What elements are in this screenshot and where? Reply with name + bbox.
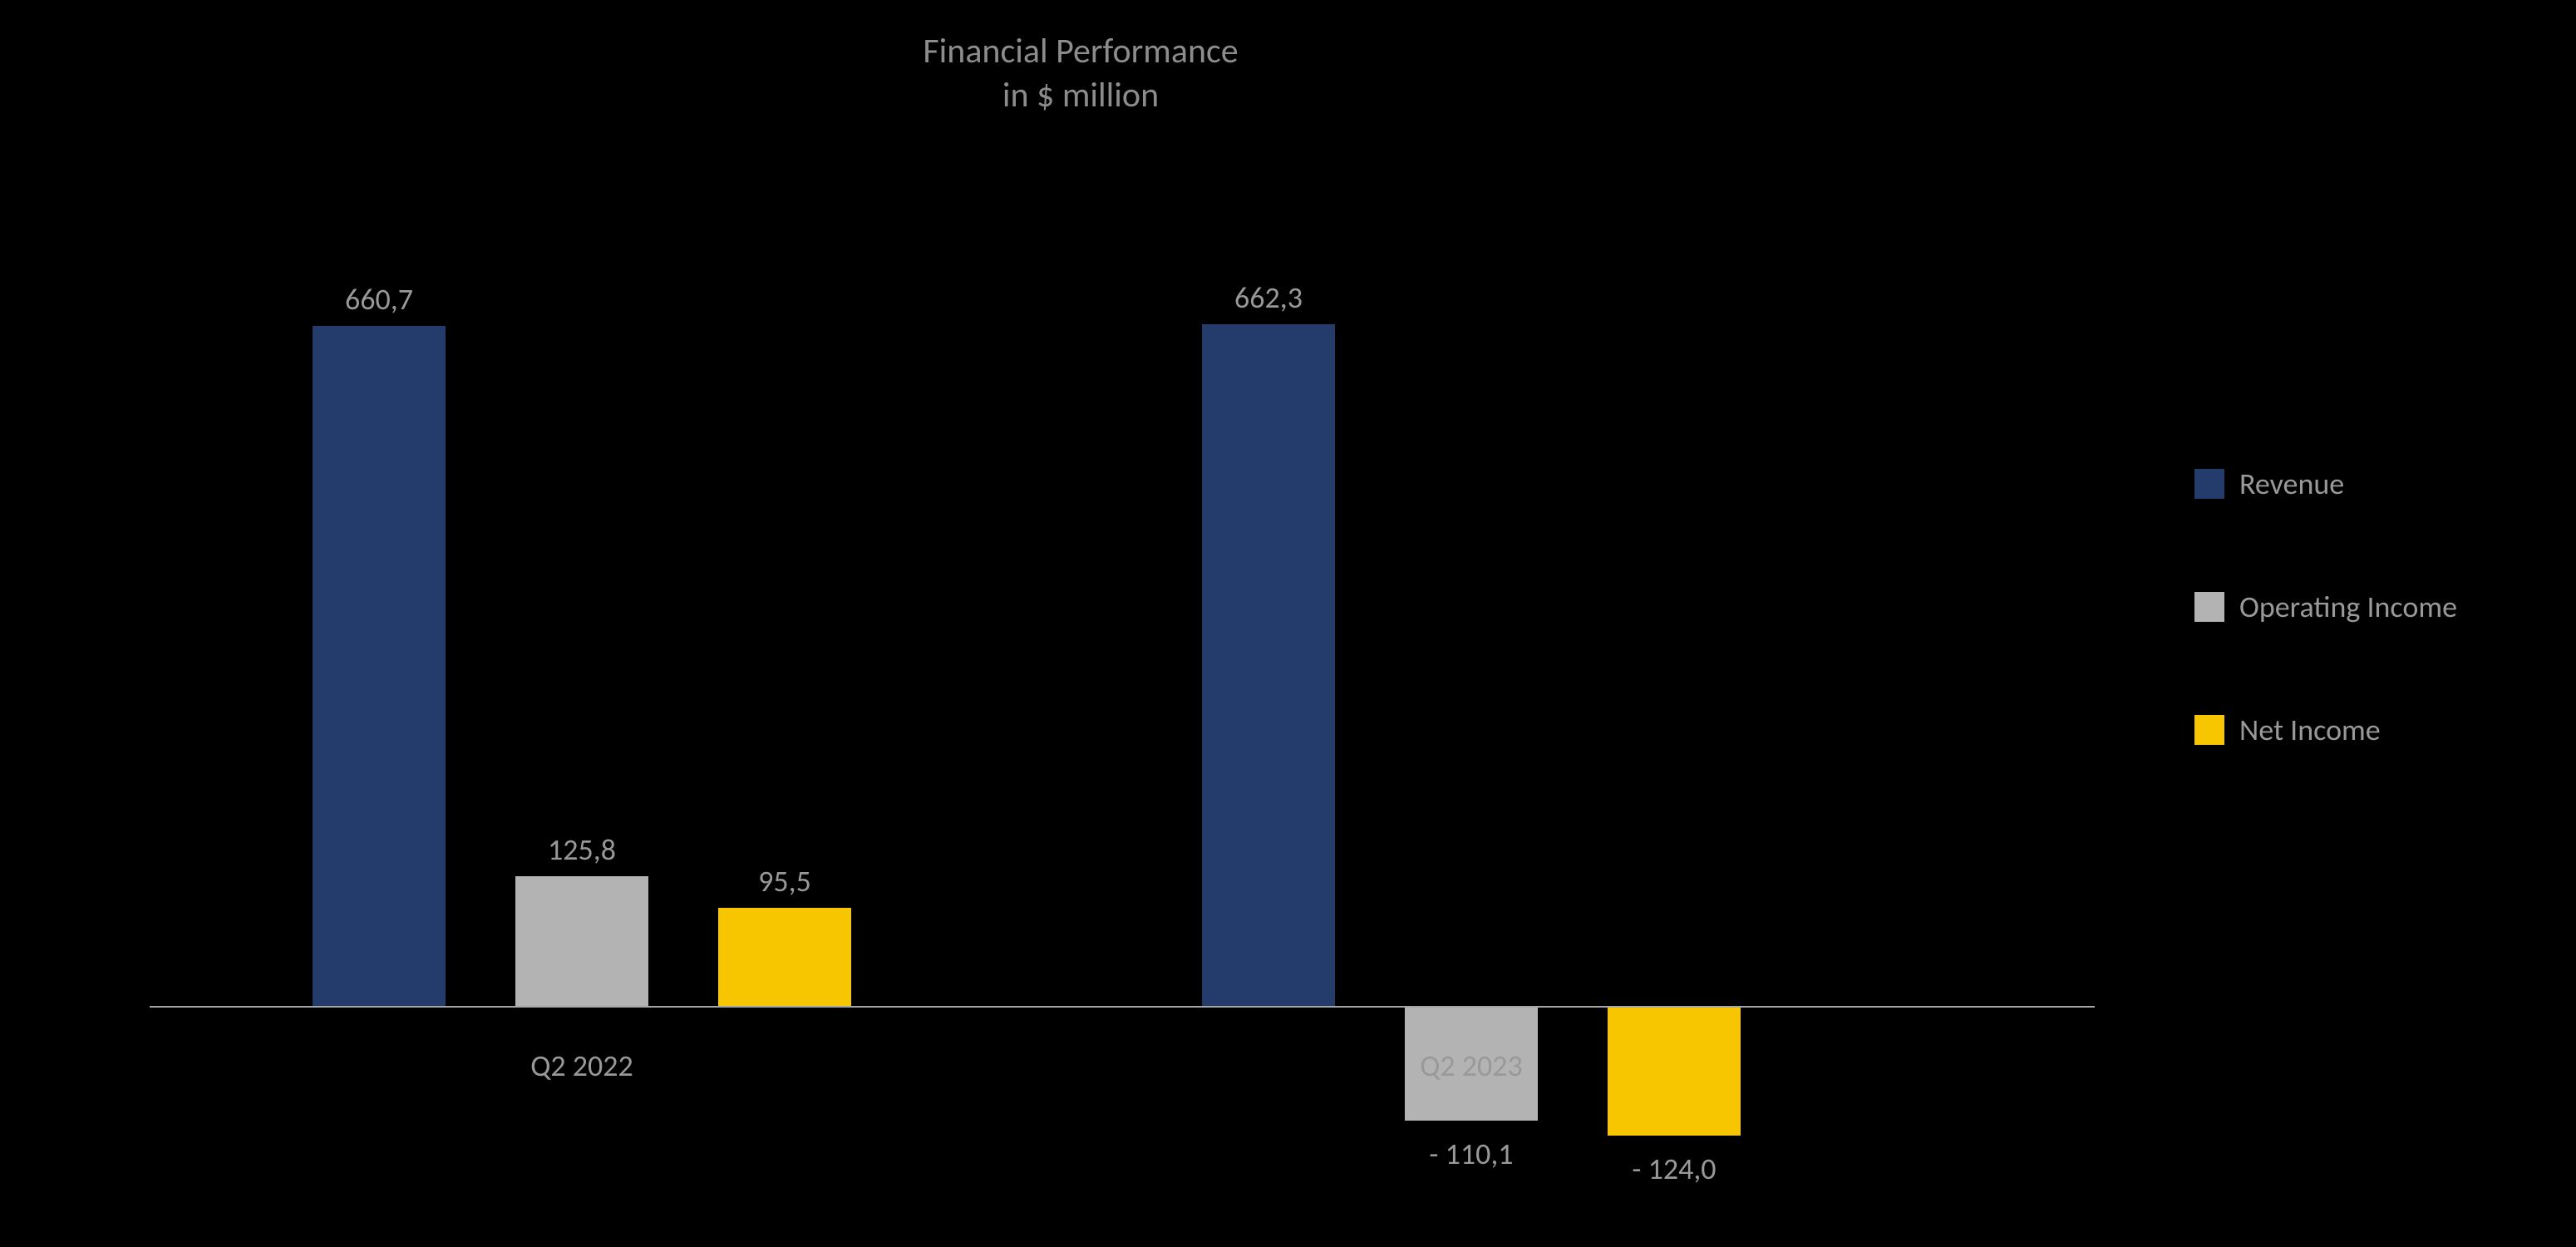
legend-swatch <box>2194 469 2224 499</box>
chart-title-line2: in $ million <box>0 74 2161 118</box>
legend-label: Revenue <box>2239 466 2344 502</box>
category-label: Q2 2022 <box>457 1047 707 1084</box>
legend-item-operating-income: Operating Income <box>2194 589 2457 625</box>
value-label: 95,5 <box>685 863 884 900</box>
value-label: - 124,0 <box>1574 1151 1774 1187</box>
category-label: Q2 2023 <box>1347 1047 1596 1084</box>
chart-title-line1: Financial Performance <box>0 30 2161 74</box>
chart-title: Financial Performancein $ million <box>0 30 2161 117</box>
bar-revenue <box>1202 324 1335 1006</box>
value-label: 660,7 <box>279 281 479 318</box>
legend-swatch <box>2194 715 2224 745</box>
legend-label: Net Income <box>2239 712 2381 748</box>
value-label: 662,3 <box>1169 279 1368 316</box>
value-label: 125,8 <box>482 831 682 868</box>
value-label: - 110,1 <box>1372 1136 1571 1172</box>
bar-revenue <box>313 326 446 1006</box>
legend-label: Operating Income <box>2239 589 2457 625</box>
legend-item-net-income: Net Income <box>2194 712 2381 748</box>
bar-net-income <box>718 908 851 1006</box>
legend-swatch <box>2194 592 2224 622</box>
bar-operating-income <box>515 876 648 1006</box>
legend-item-revenue: Revenue <box>2194 466 2344 502</box>
x-axis-line <box>150 1006 2095 1008</box>
bar-net-income <box>1608 1008 1741 1136</box>
